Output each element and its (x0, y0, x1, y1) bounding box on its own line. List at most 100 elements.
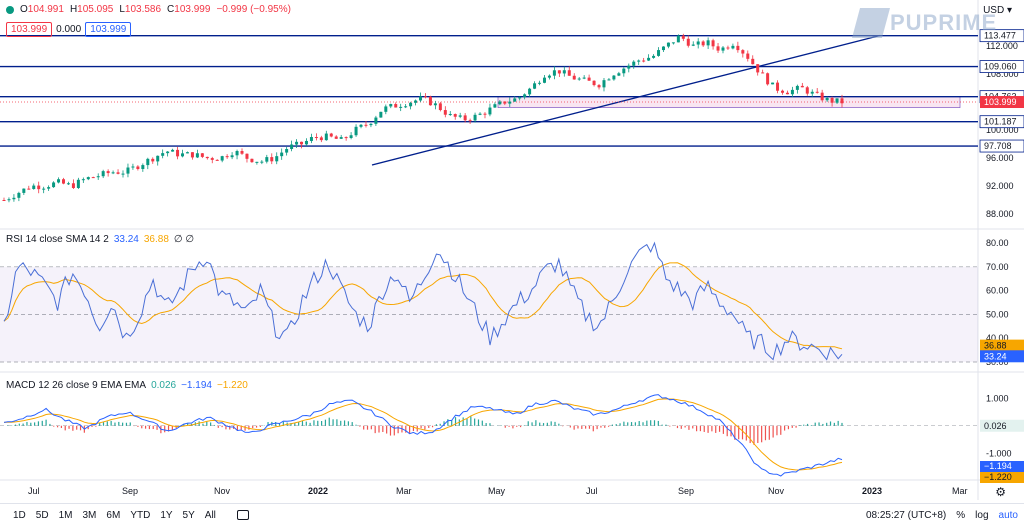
candle-body (726, 47, 730, 49)
candle-body (7, 199, 11, 201)
rsi-axis-label: 33.24 (984, 351, 1007, 361)
timeframe-5d[interactable]: 5D (35, 509, 49, 521)
candle-body (840, 98, 844, 104)
candle-body (344, 137, 348, 139)
candle-body (468, 120, 472, 122)
rsi-tick-label: 50.00 (986, 309, 1009, 319)
candle-body (334, 136, 338, 139)
calendar-icon[interactable] (236, 510, 249, 520)
toolbar-right: 08:25:27 (UTC+8) % log auto (866, 510, 1018, 521)
candle-body (473, 114, 477, 121)
rsi-tick-label: 70.00 (986, 262, 1009, 272)
timeframe-ytd[interactable]: YTD (130, 509, 151, 521)
timeframe-1m[interactable]: 1M (58, 509, 73, 521)
timeframe-1d[interactable]: 1D (13, 509, 26, 521)
candle-body (394, 104, 398, 108)
candle-body (607, 79, 611, 81)
last-price-label: 103.999 (984, 97, 1017, 107)
candle-body (359, 124, 363, 127)
rsi-label: RSI 14 close SMA 14 2 (6, 234, 109, 245)
candle-body (101, 171, 105, 177)
candle-body (161, 153, 165, 156)
rsi-ma-axis-label: 36.88 (984, 341, 1007, 351)
clock[interactable]: 08:25:27 (UTC+8) (865, 509, 947, 521)
level-label: 113.477 (984, 31, 1016, 41)
candle-body (76, 179, 80, 188)
timeframe-3m[interactable]: 3M (82, 509, 97, 521)
candle-body (17, 192, 21, 198)
currency-selector[interactable]: USD ▾ (983, 5, 1012, 16)
timeframe-1y[interactable]: 1Y (160, 509, 173, 521)
candle-body (156, 155, 160, 162)
candle-body (255, 161, 259, 163)
candle-body (314, 137, 318, 139)
rsi-tick-label: 60.00 (986, 286, 1009, 296)
candle-body (220, 156, 224, 161)
macd-hist-axis-label: 0.026 (984, 421, 1007, 431)
price-tick-label: 92.000 (986, 181, 1014, 191)
ohlc-high: H105.095 (69, 4, 114, 15)
candle-body (240, 151, 244, 154)
level-label: 109.060 (984, 62, 1017, 72)
percent-toggle[interactable]: % (956, 509, 966, 521)
rsi-legend[interactable]: RSI 14 close SMA 14 2 33.24 36.88 ∅ ∅ (6, 234, 194, 245)
candle-body (414, 100, 418, 103)
candle-body (661, 46, 665, 51)
candle-body (538, 82, 542, 84)
candle-body (443, 110, 447, 115)
candle-body (637, 60, 641, 62)
candle-body (309, 137, 313, 141)
settings-gear-icon[interactable]: ⚙ (995, 485, 1006, 499)
candle-body (622, 68, 626, 74)
candle-body (741, 50, 745, 54)
auto-toggle[interactable]: auto (998, 509, 1018, 521)
time-axis-label: Sep (122, 486, 138, 496)
candle-body (270, 157, 274, 162)
macd-value: −1.194 (181, 380, 212, 391)
candle-body (542, 77, 546, 83)
candle-body (790, 89, 794, 95)
buy-button[interactable]: 103.999 (85, 22, 132, 37)
price-tick-label: 96.000 (986, 153, 1014, 163)
candle-body (285, 149, 289, 153)
candle-body (820, 92, 824, 101)
sell-button[interactable]: 103.999 (6, 22, 53, 37)
macd-signal-value: −1.220 (216, 380, 248, 391)
price-tick-label: 112.000 (986, 41, 1018, 51)
candle-body (81, 179, 85, 181)
macd-legend[interactable]: MACD 12 26 close 9 EMA EMA 0.026 −1.194 … (6, 380, 248, 391)
candle-body (711, 40, 715, 47)
candle-body (666, 42, 670, 47)
candle-body (369, 123, 373, 126)
macd-label: MACD 12 26 close 9 EMA EMA (6, 380, 147, 391)
candle-body (146, 158, 150, 166)
candle-body (12, 197, 16, 200)
log-toggle[interactable]: log (975, 509, 989, 521)
candle-body (71, 183, 75, 188)
timeframe-6m[interactable]: 6M (106, 509, 121, 521)
candle-body (185, 152, 189, 154)
candle-body (597, 85, 601, 88)
candle-body (22, 188, 26, 193)
timeframe-5y[interactable]: 5Y (182, 509, 195, 521)
candle-body (632, 61, 636, 66)
timeframe-all[interactable]: All (204, 509, 216, 521)
spread-value: 0.000 (56, 24, 82, 35)
candle-body (761, 72, 765, 74)
candle-body (776, 82, 780, 91)
candle-body (399, 106, 403, 108)
candle-body (304, 140, 308, 145)
candle-body (225, 156, 229, 158)
candle-body (126, 167, 130, 174)
candle-body (686, 38, 690, 46)
candle-body (676, 35, 680, 43)
time-axis-label: Jul (586, 486, 598, 496)
time-axis-label: Sep (678, 486, 694, 496)
price-tick-label: 88.000 (986, 209, 1014, 219)
price-tick-label: 100.000 (986, 125, 1019, 135)
trade-buttons: 103.999 0.000 103.999 (6, 22, 132, 37)
candle-body (533, 83, 537, 89)
time-axis-label: Mar (396, 486, 412, 496)
macd-signal-line (3, 398, 843, 471)
